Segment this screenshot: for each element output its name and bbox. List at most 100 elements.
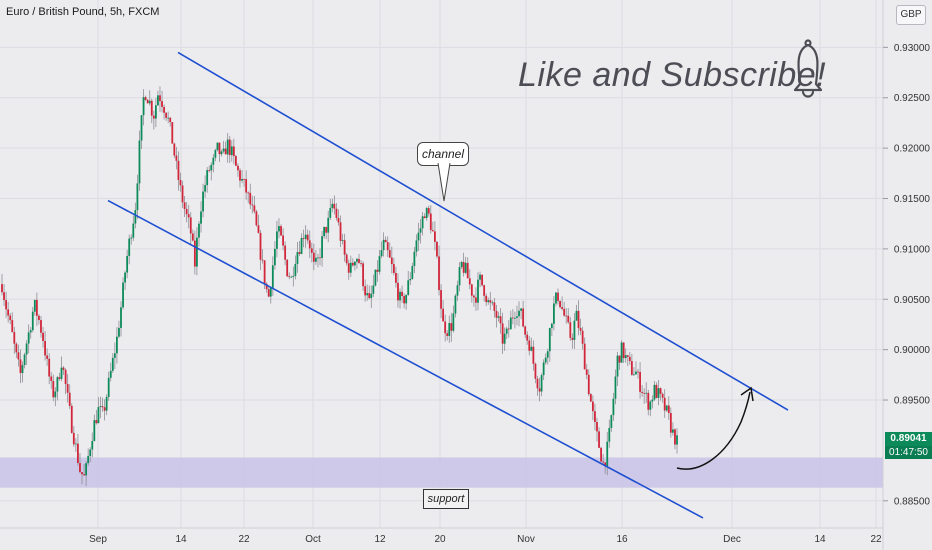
candle-body (77, 443, 79, 463)
candle-body (198, 223, 200, 238)
candle-body (136, 183, 139, 211)
candle-body (436, 241, 438, 257)
candle-body (177, 160, 180, 181)
candle-body (38, 315, 40, 321)
candle-body (413, 251, 416, 267)
candle-body (649, 401, 652, 410)
candle-body (466, 262, 469, 279)
candle-body (509, 317, 512, 330)
candle-body (438, 256, 440, 291)
candle-body (577, 310, 580, 329)
candle-body (661, 393, 664, 398)
candle-body (191, 233, 194, 241)
candle-body (187, 214, 190, 218)
candle-body (325, 226, 328, 233)
candle-body (583, 343, 586, 370)
candle-body (130, 237, 133, 239)
candle-body (665, 405, 668, 411)
candle-body (374, 269, 377, 286)
candle-body (196, 237, 198, 267)
candle-body (388, 250, 391, 258)
candle-body (386, 242, 389, 251)
candle-body (470, 284, 473, 296)
time-tick-label: 12 (374, 534, 386, 545)
candle-body (360, 262, 362, 264)
candle-body (239, 170, 241, 181)
time-tick-label: Oct (305, 534, 321, 545)
candle-body (200, 211, 202, 224)
candle-body (456, 285, 459, 296)
candle-body (536, 378, 539, 389)
candle-body (21, 365, 24, 374)
candle-body (261, 259, 264, 261)
currency-badge[interactable]: GBP (896, 5, 926, 25)
price-axis[interactable]: 0.93000 0.92500 0.92000 0.91500 0.91000 0.905… (883, 43, 930, 507)
candle-body (399, 291, 401, 301)
promo-text: Like and Subscribe! (518, 56, 827, 94)
candle-body (169, 117, 172, 123)
candle-body (499, 316, 502, 324)
candle-body (161, 101, 163, 107)
candle-body (472, 295, 475, 298)
price-tick-label: 0.93000 (894, 43, 931, 54)
candle-body (25, 343, 28, 355)
time-tick-label: Sep (89, 534, 107, 545)
candle-body (395, 273, 397, 283)
candle-body (353, 261, 356, 266)
candle-body (452, 313, 455, 331)
candle-body (109, 370, 112, 378)
candle-body (251, 204, 254, 206)
channel-lower-line[interactable] (107, 199, 704, 519)
candle-body (335, 208, 338, 218)
candle-body (146, 99, 149, 104)
candle-body (175, 155, 178, 161)
candle-body (152, 115, 155, 119)
candle-body (216, 142, 219, 151)
candle-body (495, 310, 498, 318)
candle-body (7, 309, 10, 316)
candle-body (298, 252, 301, 254)
candle-body (93, 420, 96, 442)
candle-body (565, 315, 568, 317)
candle-body (243, 179, 245, 180)
time-axis[interactable]: Sep 14 22 Oct 12 20 Nov 16 Dec 14 22 (89, 534, 882, 545)
candle-body (616, 355, 619, 377)
candle-body (280, 226, 282, 236)
candle-body (448, 323, 451, 336)
candle-body (671, 429, 674, 433)
last-price-tag[interactable]: 0.89041 (885, 432, 932, 446)
price-tick-label: 0.92000 (894, 144, 931, 155)
time-tick-label: 16 (616, 534, 628, 545)
candle-body (310, 248, 313, 253)
candle-body (591, 401, 594, 412)
channel-upper-line[interactable] (177, 51, 789, 411)
candle-body (255, 211, 258, 226)
price-tick-label: 0.90000 (894, 345, 931, 356)
candle-body (208, 170, 211, 171)
candle-body (331, 203, 334, 208)
candle-body (440, 290, 442, 309)
curved-arrow-icon (676, 391, 751, 470)
candle-body (17, 352, 20, 360)
price-tick-label: 0.91500 (894, 194, 931, 205)
channel-callout-label: channel (421, 147, 465, 161)
candle-body (212, 157, 215, 165)
candle-body (19, 359, 22, 374)
candle-body (257, 225, 260, 233)
candle-body (263, 260, 266, 284)
candle-body (124, 272, 127, 283)
candle-body (120, 307, 122, 328)
candle-body (460, 262, 463, 268)
candle-body (122, 282, 124, 308)
candle-body (3, 292, 5, 301)
candle-body (42, 332, 44, 341)
candle-body (220, 151, 223, 155)
candle-body (241, 179, 243, 181)
candle-body (663, 397, 666, 411)
candle-body (296, 252, 299, 264)
candle-body (669, 412, 672, 433)
price-tick-label: 0.91000 (894, 244, 931, 255)
candle-body (286, 259, 289, 277)
candle-body (514, 317, 516, 319)
